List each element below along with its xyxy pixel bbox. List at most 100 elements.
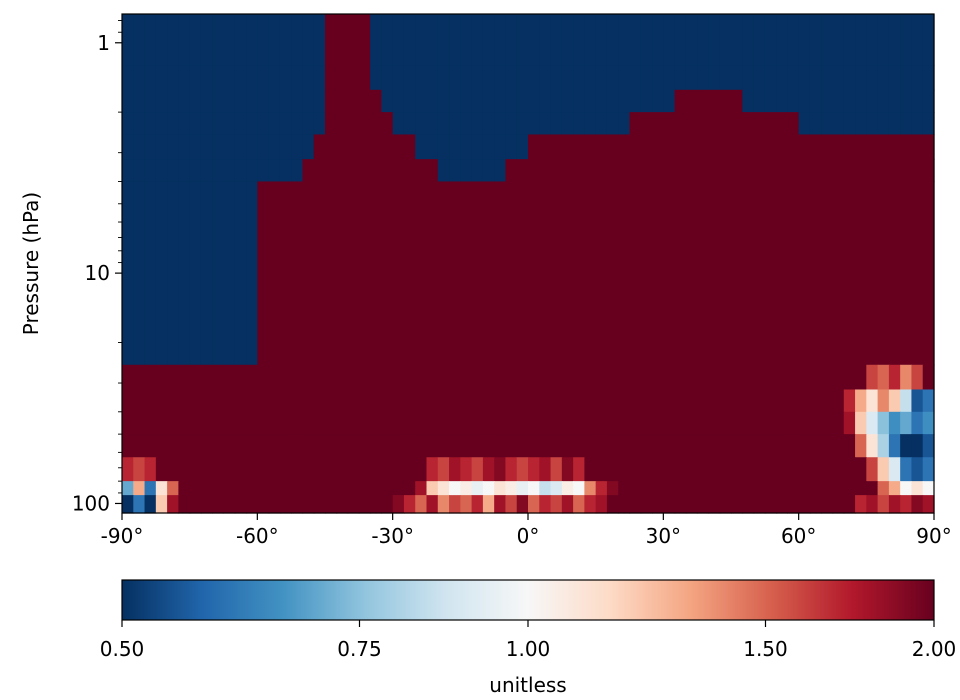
heatmap-cell (370, 389, 382, 413)
heatmap-cell (888, 89, 901, 113)
heatmap-cell (133, 495, 146, 514)
x-tick-label: -60° (236, 524, 279, 548)
heatmap-cell (719, 364, 732, 391)
heatmap-cell (516, 481, 529, 496)
heatmap-cell (460, 411, 473, 435)
heatmap-cell (155, 65, 168, 91)
heatmap-cell (291, 14, 304, 66)
heatmap-cell (279, 159, 292, 183)
heatmap-cell (212, 481, 225, 496)
colorbar-ticks: 0.50 0.75 1.00 1.50 2.00 (100, 620, 956, 661)
heatmap-cell (866, 389, 879, 413)
heatmap-cell (336, 134, 349, 160)
heatmap-cell (618, 481, 631, 496)
heatmap-cell (832, 411, 845, 435)
heatmap-cell (189, 14, 202, 66)
heatmap-cell (606, 457, 619, 482)
heatmap-cell (381, 65, 394, 91)
heatmap-cell (426, 159, 439, 183)
heatmap-cell (618, 89, 631, 113)
heatmap-cell (742, 181, 755, 366)
heatmap-cell (618, 65, 631, 91)
heatmap-cell (584, 364, 597, 391)
heatmap-cell (426, 14, 439, 66)
heatmap-cell (561, 134, 574, 160)
heatmap-cell (821, 14, 834, 66)
heatmap-cell (753, 181, 766, 366)
heatmap-cell (787, 481, 800, 496)
heatmap-cell (640, 495, 653, 514)
heatmap-cell (821, 159, 834, 183)
heatmap-cell (246, 134, 258, 160)
heatmap-cell (460, 389, 473, 413)
heatmap-cell (708, 65, 721, 91)
heatmap-cell (674, 495, 687, 514)
heatmap-cell (482, 112, 495, 136)
heatmap-cell (415, 495, 428, 514)
heatmap-cell (460, 481, 473, 496)
heatmap-cell (640, 389, 653, 413)
heatmap-cell (302, 481, 315, 496)
heatmap-cell (697, 434, 710, 458)
heatmap-cell (460, 159, 473, 183)
heatmap-cell (325, 434, 337, 458)
heatmap-cell (832, 457, 845, 482)
heatmap-cell (787, 389, 800, 413)
heatmap-cell (437, 364, 450, 391)
heatmap-cell (471, 112, 484, 136)
heatmap-cell (719, 434, 732, 458)
heatmap-cell (381, 14, 394, 66)
heatmap-cell (155, 434, 168, 458)
x-axis: -90° -60° -30° 0° 30° 60° 90° (101, 513, 952, 548)
heatmap-cell (460, 457, 473, 482)
heatmap-cell (133, 112, 146, 136)
heatmap-cell (652, 495, 664, 514)
heatmap-cell (336, 159, 349, 183)
heatmap-cell (516, 181, 529, 366)
heatmap-cell (877, 89, 890, 113)
heatmap-cell (257, 411, 270, 435)
heatmap-cell (460, 89, 473, 113)
heatmap-cell (866, 495, 879, 514)
heatmap-cell (189, 495, 202, 514)
heatmap-cell (573, 14, 585, 66)
heatmap-cell (212, 14, 225, 66)
heatmap-cell (764, 481, 777, 496)
heatmap-cell (392, 112, 405, 136)
heatmap-cell (618, 434, 631, 458)
heatmap-cell (246, 112, 258, 136)
heatmap-cell (731, 364, 743, 391)
heatmap-cell (167, 159, 179, 183)
heatmap-cell (550, 134, 563, 160)
heatmap-cell (843, 159, 856, 183)
heatmap-cell (505, 495, 518, 514)
heatmap-cell (640, 181, 653, 366)
heatmap-cell (313, 495, 326, 514)
heatmap-cell (358, 65, 371, 91)
heatmap-cell (144, 457, 157, 482)
heatmap-cell (719, 134, 732, 160)
heatmap-cell (731, 65, 743, 91)
heatmap-cell (753, 411, 766, 435)
heatmap-cell (302, 159, 315, 183)
heatmap-cell (821, 495, 834, 514)
heatmap-cell (731, 14, 743, 66)
heatmap-cell (595, 134, 608, 160)
heatmap-cell (516, 112, 529, 136)
heatmap-cell (595, 389, 608, 413)
heatmap-cell (674, 411, 687, 435)
heatmap-cell (279, 481, 292, 496)
heatmap-cell (178, 434, 191, 458)
heatmap-cell (584, 134, 597, 160)
heatmap-cell (618, 364, 631, 391)
heatmap-cell (606, 434, 619, 458)
heatmap-cell (618, 14, 631, 66)
heatmap-cell (663, 134, 676, 160)
heatmap-cell (437, 411, 450, 435)
heatmap-cell (911, 364, 924, 391)
heatmap-cell (268, 89, 281, 113)
heatmap-cell (178, 65, 191, 91)
heatmap-cell (403, 159, 416, 183)
heatmap-cell (663, 411, 676, 435)
